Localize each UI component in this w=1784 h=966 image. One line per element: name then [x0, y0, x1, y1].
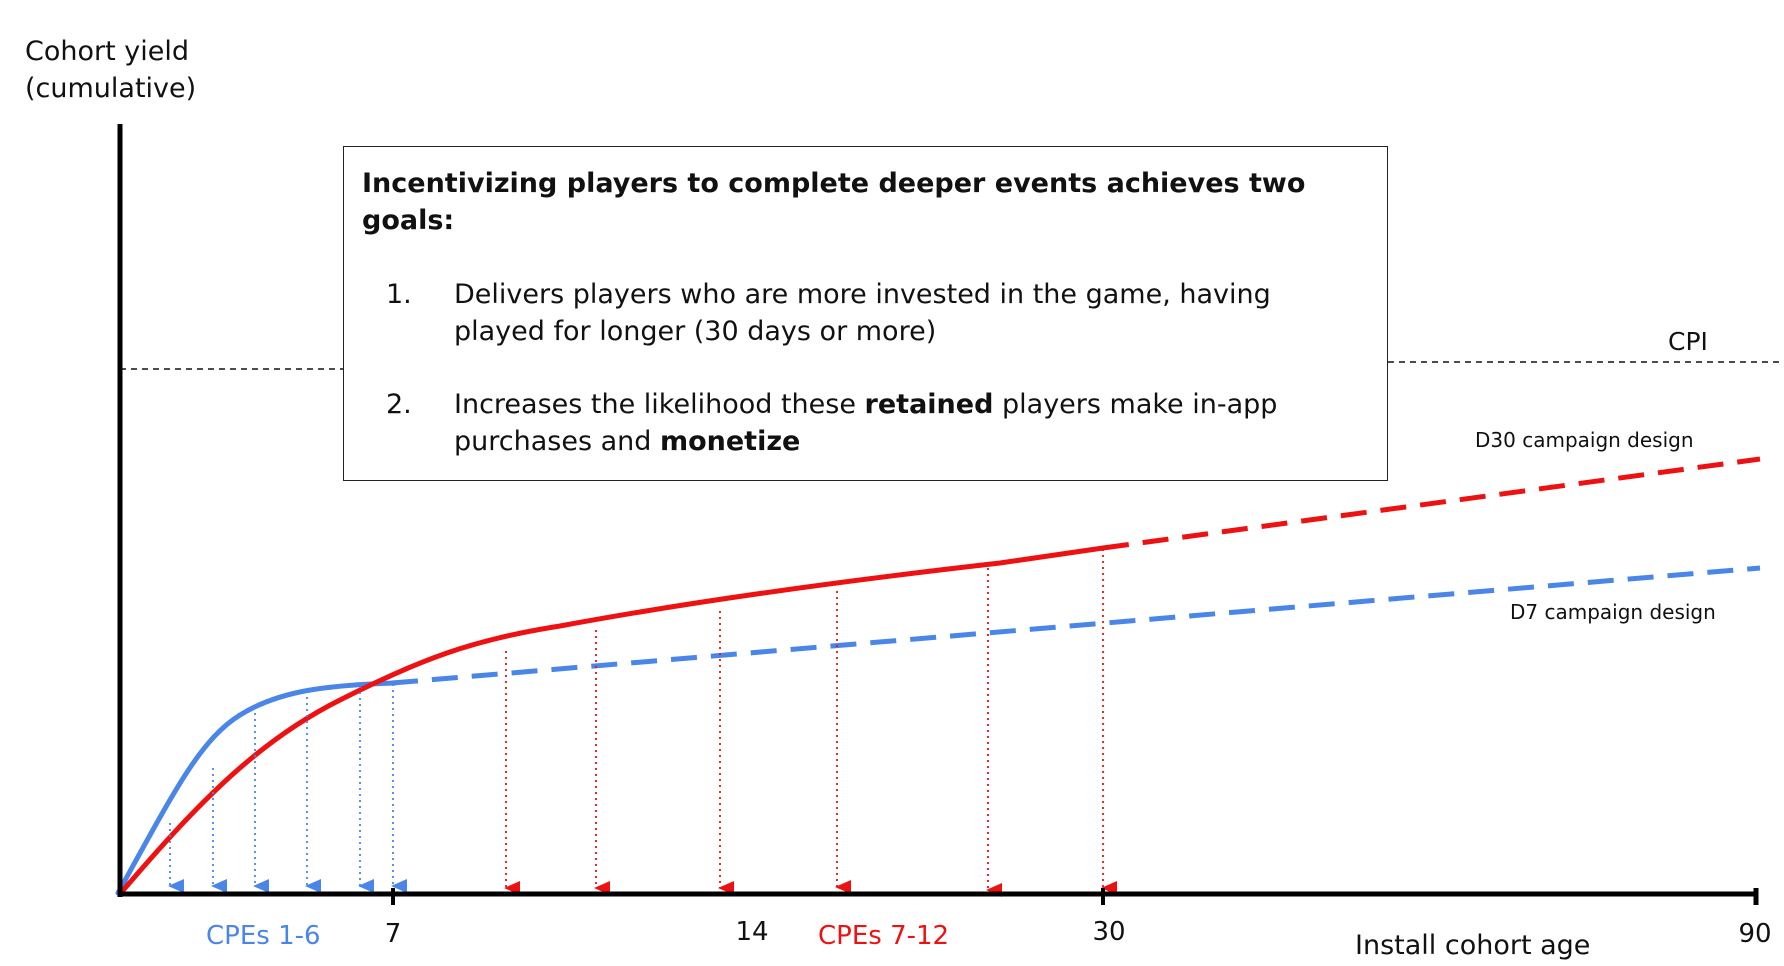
d7-series-dashed-line: [391, 565, 1761, 686]
d7-series-label: D7 campaign design: [1510, 600, 1716, 624]
d30-series-label: D30 campaign design: [1475, 428, 1694, 452]
d30-series-dashed-line: [1102, 456, 1761, 551]
cpe-arrows-red: [504, 549, 1117, 897]
x-tick-label-90: 90: [1738, 919, 1771, 949]
callout-item-2-text: Increases the likelihood these retained …: [454, 386, 1369, 460]
callout-item-2-part-2-bold: retained: [864, 389, 994, 420]
d30-series-solid-curve: [117, 545, 1106, 897]
callout-heading: Incentivizing players to complete deeper…: [362, 168, 1306, 236]
d7-series-solid-curve: [115, 680, 398, 896]
x-tick-label-14: 14: [735, 917, 768, 947]
callout-item-2: 2. Increases the likelihood these retain…: [362, 386, 1369, 460]
y-axis-title-line-2: (cumulative): [25, 73, 196, 104]
callout-box: Incentivizing players to complete deeper…: [343, 146, 1388, 481]
x-tick-label-30: 30: [1092, 917, 1125, 947]
cpi-label: CPI: [1668, 327, 1708, 356]
y-axis-title-line-1: Cohort yield: [25, 36, 189, 67]
x-axis-title: Install cohort age: [1355, 930, 1590, 961]
cpe-arrows-blue: [168, 684, 407, 893]
x-tick-label-7: 7: [385, 919, 402, 949]
callout-item-1-text: Delivers players who are more invested i…: [454, 279, 1271, 347]
callout-item-2-part-4-bold: monetize: [659, 426, 801, 457]
cpe-group-label-red: CPEs 7-12: [818, 921, 949, 951]
cpe-group-label-blue: CPEs 1-6: [206, 921, 321, 951]
callout-item-2-part-1: Increases the likelihood these: [454, 389, 865, 420]
callout-item-2-number: 2.: [386, 389, 412, 420]
callout-item-1: 1. Delivers players who are more investe…: [362, 276, 1369, 350]
callout-item-1-number: 1.: [386, 279, 412, 310]
callout-item-2-part-3: players make in-app purchases and: [454, 389, 1278, 457]
